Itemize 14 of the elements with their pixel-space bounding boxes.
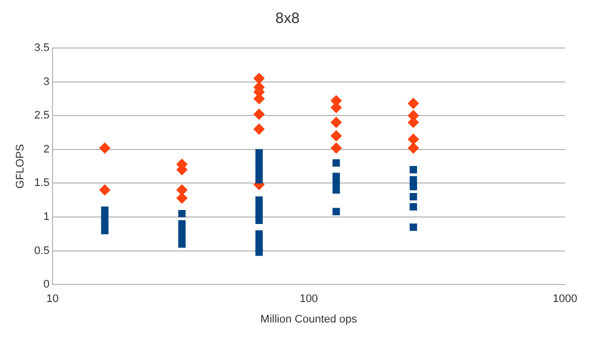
x-tick-label: 10 (46, 293, 59, 306)
chart-title: 8x8 (275, 10, 300, 28)
y-tick-label: 0.5 (34, 244, 50, 257)
x-tick-label: 1000 (552, 293, 578, 306)
x-tick-label: 100 (300, 293, 318, 306)
y-tick-label: 1 (43, 211, 50, 224)
y-tick-label: 2 (43, 143, 50, 156)
y-tick-label: 3 (43, 76, 50, 88)
x-axis-title: Million Counted ops (260, 313, 358, 326)
y-tick-label: 0 (43, 278, 50, 291)
y-axis-title: GFLOPS (14, 144, 27, 189)
y-tick-label: 2.5 (34, 110, 50, 122)
y-tick-label: 3.5 (34, 42, 50, 54)
y-tick-label: 1.5 (34, 177, 50, 190)
